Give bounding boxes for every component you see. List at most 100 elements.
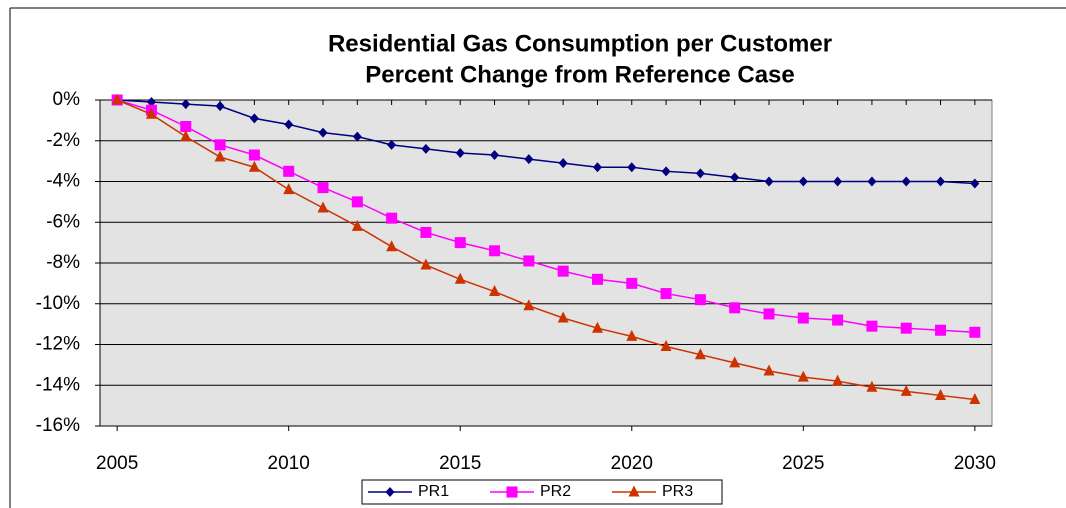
y-tick-label: -8% <box>46 252 80 273</box>
marker <box>283 165 295 177</box>
marker <box>797 370 809 382</box>
marker <box>455 147 465 158</box>
marker <box>214 150 226 162</box>
marker <box>284 119 294 130</box>
marker <box>694 348 706 360</box>
marker <box>180 120 192 132</box>
series-line <box>117 99 975 185</box>
marker <box>145 107 157 119</box>
marker <box>317 182 329 194</box>
marker <box>935 388 947 400</box>
marker <box>763 364 775 376</box>
marker <box>352 131 362 142</box>
marker <box>763 308 775 320</box>
legend-label: PR3 <box>662 483 693 500</box>
marker <box>489 285 501 297</box>
marker <box>283 183 295 195</box>
marker <box>180 130 192 142</box>
marker <box>660 340 672 352</box>
marker <box>797 312 809 324</box>
series-line <box>116 99 975 334</box>
x-tick-label: 2025 <box>782 453 824 474</box>
marker <box>421 143 431 154</box>
chart-title: Percent Change from Reference Case <box>365 61 795 88</box>
marker <box>832 314 844 326</box>
marker <box>798 176 808 187</box>
marker <box>249 113 259 124</box>
marker <box>454 237 466 249</box>
marker <box>318 127 328 138</box>
marker <box>660 288 672 300</box>
marker <box>628 485 640 497</box>
y-tick-label: -16% <box>36 415 80 436</box>
marker <box>351 196 363 208</box>
marker <box>900 322 912 334</box>
marker <box>866 320 878 332</box>
marker <box>523 299 535 311</box>
marker <box>420 258 432 270</box>
marker <box>248 149 260 161</box>
marker <box>729 302 741 314</box>
marker <box>764 176 774 187</box>
marker <box>970 178 980 189</box>
y-tick-label: -6% <box>46 211 80 232</box>
y-tick-label: -14% <box>36 374 80 395</box>
marker <box>694 294 706 306</box>
x-tick-label: 2030 <box>954 453 996 474</box>
y-tick-label: 0% <box>53 89 81 110</box>
marker <box>900 384 912 396</box>
marker <box>214 139 226 151</box>
marker <box>969 326 981 338</box>
marker <box>867 176 877 187</box>
marker <box>385 487 395 497</box>
marker <box>626 277 638 289</box>
y-tick-label: -2% <box>46 130 80 151</box>
marker <box>557 265 569 277</box>
marker <box>591 273 603 285</box>
y-tick-label: -10% <box>36 293 80 314</box>
marker <box>901 176 911 187</box>
marker <box>558 158 568 169</box>
marker <box>627 162 637 173</box>
marker <box>591 321 603 333</box>
y-tick-label: -4% <box>46 171 80 192</box>
marker <box>386 240 398 252</box>
marker <box>661 166 671 177</box>
marker <box>557 311 569 323</box>
marker <box>832 374 844 386</box>
x-tick-label: 2010 <box>268 453 310 474</box>
marker <box>729 356 741 368</box>
legend-box <box>361 479 723 505</box>
marker <box>317 201 329 213</box>
marker <box>454 272 466 284</box>
marker <box>523 255 535 267</box>
marker <box>248 160 260 172</box>
marker <box>935 324 947 336</box>
marker <box>524 154 534 165</box>
y-tick-label: -12% <box>36 334 80 355</box>
marker <box>506 486 518 498</box>
legend-label: PR2 <box>540 483 571 500</box>
marker <box>833 176 843 187</box>
chart-title: Residential Gas Consumption per Customer <box>328 30 832 57</box>
marker <box>490 150 500 161</box>
marker <box>626 329 638 341</box>
marker <box>215 101 225 112</box>
marker <box>351 219 363 231</box>
marker <box>866 380 878 392</box>
marker <box>592 162 602 173</box>
legend-label: PR1 <box>418 483 449 500</box>
series-line <box>116 99 975 401</box>
marker <box>936 176 946 187</box>
marker <box>387 139 397 150</box>
marker <box>969 393 981 405</box>
marker <box>386 212 398 224</box>
marker <box>489 245 501 257</box>
marker <box>111 93 123 105</box>
x-tick-label: 2015 <box>439 453 481 474</box>
marker <box>420 226 432 238</box>
marker <box>695 168 705 179</box>
x-tick-label: 2005 <box>96 453 138 474</box>
marker <box>730 172 740 183</box>
